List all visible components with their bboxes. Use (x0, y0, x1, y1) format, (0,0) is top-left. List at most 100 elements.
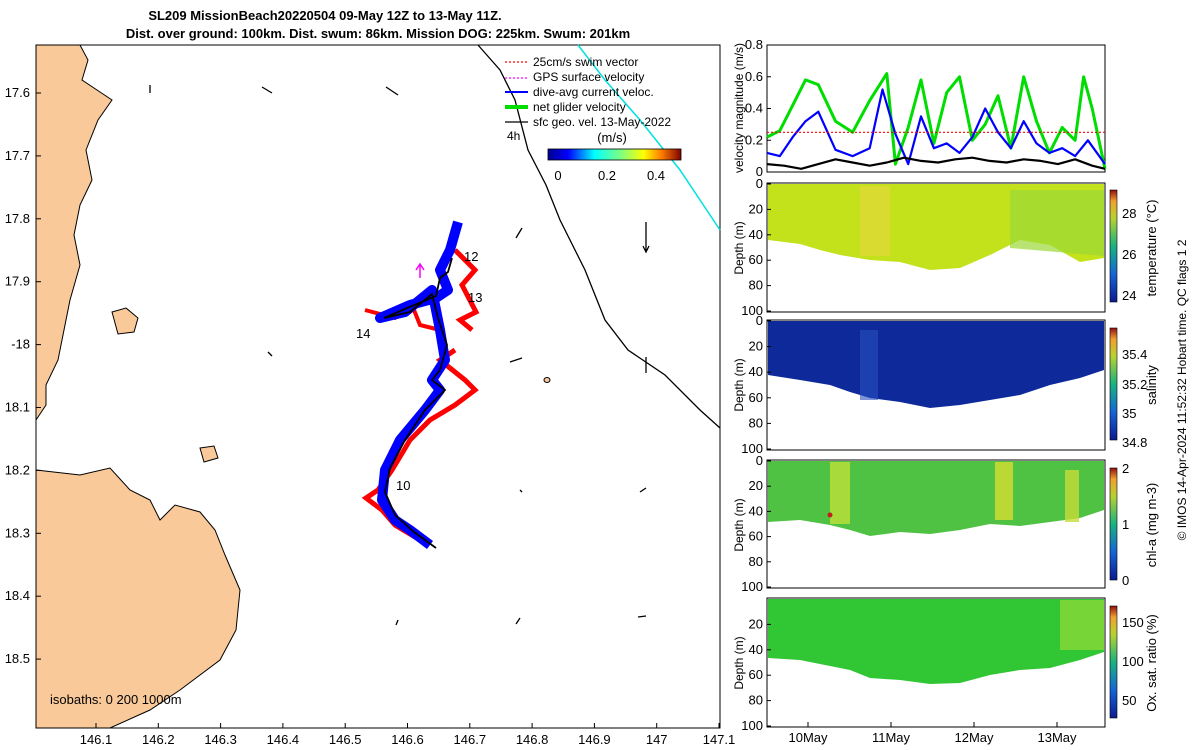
map-legend: 25cm/s swim vector GPS surface velocity … (505, 55, 671, 143)
salinity-fresh-patch (860, 330, 878, 400)
map-y-tick-label: 17.8 (5, 211, 30, 226)
depth-tick-label: 100 (741, 718, 763, 733)
map-x-tick-label: 146.3 (204, 732, 237, 747)
depth-tick-label: 60 (749, 667, 763, 682)
temperature-cbar-tick-2: 28 (1122, 206, 1136, 221)
map-y-tick-label: 18.4 (5, 588, 30, 603)
oxygen-y-ticks: 20 40 60 80 100 (741, 616, 771, 733)
depth-tick-label: 20 (749, 339, 763, 354)
title-line1: SL209 MissionBeach20220504 09-May 12Z to… (148, 8, 501, 23)
map-x-ticks: 146.1 146.2 146.3 146.4 146.5 146.6 146.7 146.8… (80, 723, 735, 747)
oxygen-panel: Depth (m) 50 100 150 Ox. sat. ratio (%) … (732, 597, 1159, 733)
depth-tick-label: 80 (749, 554, 763, 569)
title-line2: Dist. over ground: 100km. Dist. swum: 86… (126, 26, 630, 41)
salinity-ylabel: Depth (m) (732, 358, 746, 411)
chla-cbar-tick-1: 1 (1122, 517, 1129, 532)
date-tick-label: 12May (954, 730, 994, 745)
map-panel: 12 13 14 10 isobaths: 0 200 1000m (5, 44, 735, 747)
oxygen-cbar-tick-1: 100 (1122, 654, 1144, 669)
depth-tick-label: 0 (756, 176, 763, 191)
cyan-track (577, 44, 721, 231)
map-x-tick-label: 146.7 (454, 732, 487, 747)
oxygen-cbar-tick-2: 150 (1122, 615, 1144, 630)
colorbar-tick-1: 0.2 (598, 168, 616, 183)
salinity-panel: Depth (m) 34.8 35 35.2 35.4 salinity 0 20… (732, 313, 1159, 456)
chla-cbar-tick-0: 0 (1122, 573, 1129, 588)
isobaths-label: isobaths: 0 200 1000m (50, 692, 182, 707)
temperature-cbar-label: temperature (°C) (1144, 200, 1159, 297)
chla-y-ticks: 0 20 40 60 80 100 (741, 453, 771, 594)
oxygen-cbar-label: Ox. sat. ratio (%) (1144, 614, 1159, 712)
map-y-ticks: 17.6 17.7 17.8 17.9 -18 18.1 18.2 18.3 18.4 18.5 (5, 85, 41, 666)
oxygen-high-patch (1060, 600, 1104, 650)
date-tick-label: 13May (1037, 730, 1077, 745)
imos-credit: © IMOS 14-Apr-2024 11:52:32 Hobart time.… (1175, 239, 1189, 540)
depth-tick-label: 20 (749, 616, 763, 631)
velocity-y-ticks: 0 0.2 0.4 0.6 0.8 (745, 37, 771, 179)
date-tick-label: 11May (872, 730, 911, 745)
salinity-field (768, 321, 1104, 408)
chla-panel: Depth (m) 0 1 2 chl-a (mg m-3) 0 20 40 60 80… (732, 453, 1159, 594)
velocity-ylabel: velocity magnitude (m/s) (732, 43, 746, 173)
colorbar (547, 148, 682, 161)
map-y-tick-label: 18.5 (5, 651, 30, 666)
depth-tick-label: 20 (749, 478, 763, 493)
velocity-series-net-glider-velocity (766, 72, 1107, 170)
depth-tick-label: 20 (749, 201, 763, 216)
chla-outlier-point (827, 512, 833, 518)
legend-label-geo: sfc geo. vel. 13-May-2022 (533, 115, 671, 129)
temperature-warm-patch (860, 186, 890, 256)
island-large (111, 307, 139, 335)
depth-tick-label: 80 (749, 693, 763, 708)
depth-tick-label: 100 (741, 579, 763, 594)
depth-tick-label: 0 (756, 313, 763, 328)
map-x-tick-label: 146.8 (516, 732, 549, 747)
depth-tick-label: 0 (756, 453, 763, 468)
velocity-y-tick-label: 0 (756, 164, 763, 179)
temperature-cbar (1109, 189, 1118, 303)
glider-track (383, 257, 453, 549)
velocity-series (766, 72, 1107, 170)
chla-high-band-3 (1065, 470, 1079, 522)
velocity-y-tick-label: 0.2 (745, 132, 763, 147)
chla-ylabel: Depth (m) (732, 498, 746, 551)
depth-tick-label: 40 (749, 503, 763, 518)
salinity-y-ticks: 0 20 40 60 80 100 (741, 313, 771, 456)
oxygen-ylabel: Depth (m) (732, 636, 746, 689)
map-y-tick-label: 18.2 (5, 462, 30, 477)
map-x-tick-label: 146.1 (80, 732, 113, 747)
map-x-tick-label: 146.9 (578, 732, 611, 747)
depth-tick-label: 60 (749, 529, 763, 544)
depth-tick-label: 80 (749, 278, 763, 293)
legend-label-swim: 25cm/s swim vector (533, 55, 638, 69)
gps-surface-velocity (415, 262, 425, 278)
chla-high-band-2 (995, 462, 1013, 520)
chla-cbar-tick-2: 2 (1122, 461, 1129, 476)
temperature-cbar-tick-0: 24 (1122, 288, 1136, 303)
day-label-10: 10 (396, 478, 410, 493)
salinity-cbar-label: salinity (1144, 365, 1159, 405)
map-y-tick-label: 18.3 (5, 525, 30, 540)
velocity-y-tick-label: 0.6 (745, 69, 763, 84)
velocity-series-sfc-geo-vel- (766, 156, 1106, 170)
oxygen-cbar-tick-0: 50 (1122, 693, 1136, 708)
chla-high-band-1 (830, 462, 850, 524)
isobath-line (477, 44, 721, 429)
depth-tick-label: 100 (741, 303, 763, 318)
salinity-cbar-tick-2: 35.2 (1122, 377, 1147, 392)
sfc-geo-arrows (149, 85, 650, 626)
depth-tick-label: 40 (749, 642, 763, 657)
map-y-tick-label: -18 (11, 337, 30, 352)
velocity-y-tick-label: 0.8 (745, 37, 763, 52)
depth-tick-label: 100 (741, 441, 763, 456)
colorbar-tick-2: 0.4 (647, 168, 665, 183)
temperature-cbar-tick-1: 26 (1122, 247, 1136, 262)
day-label-12: 12 (464, 249, 478, 264)
map-y-tick-label: 17.9 (5, 274, 30, 289)
map-x-tick-label: 146.5 (329, 732, 362, 747)
salinity-cbar-tick-1: 35 (1122, 406, 1136, 421)
island-small (199, 445, 219, 463)
depth-tick-label: 80 (749, 415, 763, 430)
date-x-ticks: 10May 11May 12May 13May (788, 722, 1077, 745)
